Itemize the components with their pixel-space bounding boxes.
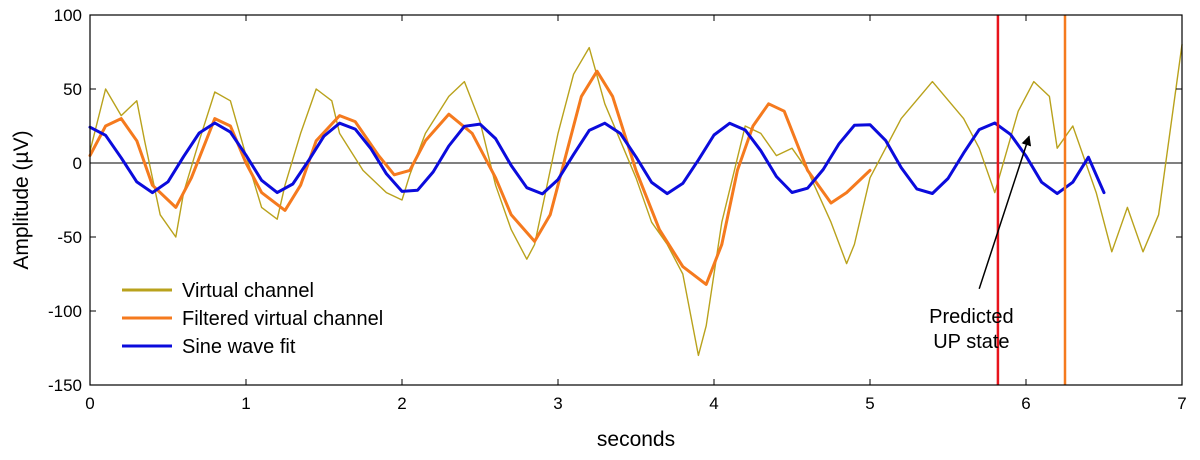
legend-label: Virtual channel bbox=[182, 280, 314, 302]
series-line-filtered-virtual-channel bbox=[88, 69, 872, 286]
x-tick-label: 4 bbox=[709, 394, 718, 413]
y-tick-label: 100 bbox=[54, 6, 82, 25]
annotation-text: Predicted bbox=[929, 306, 1014, 328]
y-tick-label: 0 bbox=[73, 154, 82, 173]
x-tick-label: 0 bbox=[85, 394, 94, 413]
legend-label: Sine wave fit bbox=[182, 336, 296, 358]
y-axis-title: Amplitude (µV) bbox=[10, 130, 33, 269]
plot-frame bbox=[89, 14, 1183, 386]
vertical-markers bbox=[996, 15, 1067, 385]
y-tick-label: 50 bbox=[63, 80, 82, 99]
x-tick-label: 1 bbox=[241, 394, 250, 413]
series-layer bbox=[88, 43, 1183, 357]
legend-label: Filtered virtual channel bbox=[182, 308, 383, 330]
x-axis-title: seconds bbox=[597, 428, 675, 451]
y-tick-label: -100 bbox=[48, 302, 82, 321]
annotation: Predicted UP state bbox=[929, 135, 1032, 353]
x-tick-label: 3 bbox=[553, 394, 562, 413]
legend: Virtual channel Filtered virtual channel S… bbox=[122, 280, 383, 358]
x-tick-label: 7 bbox=[1177, 394, 1186, 413]
annotation-arrow bbox=[978, 135, 1032, 290]
x-tick-label: 2 bbox=[397, 394, 406, 413]
axis-ticks: 0 1 2 3 4 5 6 7 100 50 0 -50 -100 -150 bbox=[48, 6, 1187, 413]
series-line-sine-wave-fit bbox=[88, 121, 1106, 196]
x-tick-label: 5 bbox=[865, 394, 874, 413]
x-tick-label: 6 bbox=[1021, 394, 1030, 413]
y-tick-label: -150 bbox=[48, 376, 82, 395]
annotation-text: UP state bbox=[933, 331, 1009, 353]
y-tick-label: -50 bbox=[57, 228, 82, 247]
